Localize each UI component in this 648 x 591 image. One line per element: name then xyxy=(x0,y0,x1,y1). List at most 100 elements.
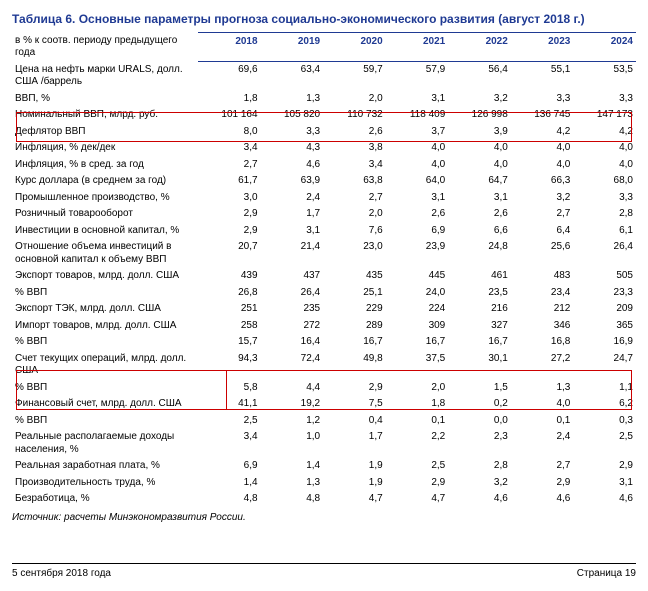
table-row: % ВВП26,826,425,124,023,523,423,3 xyxy=(12,285,636,302)
cell-value: 64,0 xyxy=(386,173,449,190)
cell-value: 1,4 xyxy=(198,475,261,492)
cell-value: 1,1 xyxy=(573,380,636,397)
cell-value: 0,1 xyxy=(511,413,574,430)
cell-value: 505 xyxy=(573,268,636,285)
cell-value: 1,3 xyxy=(261,91,324,108)
cell-value: 94,3 xyxy=(198,351,261,380)
cell-value: 445 xyxy=(386,268,449,285)
cell-value: 212 xyxy=(511,301,574,318)
cell-value: 2,9 xyxy=(198,223,261,240)
row-label: Отношение объема инвестиций в основной к… xyxy=(12,239,198,268)
row-label: Экспорт ТЭК, млрд. долл. США xyxy=(12,301,198,318)
table-row: Инфляция, % в сред. за год2,74,63,44,04,… xyxy=(12,157,636,174)
header-row: в % к соотв. периоду предыдущего года 20… xyxy=(12,33,636,62)
table-row: Цена на нефть марки URALS, долл. США /ба… xyxy=(12,62,636,91)
cell-value: 2,5 xyxy=(198,413,261,430)
cell-value: 16,4 xyxy=(261,334,324,351)
cell-value: 23,0 xyxy=(323,239,386,268)
cell-value: 216 xyxy=(448,301,511,318)
cell-value: 16,8 xyxy=(511,334,574,351)
col-2018: 2018 xyxy=(198,33,261,62)
cell-value: 327 xyxy=(448,318,511,335)
row-label: Промышленное производство, % xyxy=(12,190,198,207)
row-label: Инвестиции в основной капитал, % xyxy=(12,223,198,240)
cell-value: 3,4 xyxy=(198,429,261,458)
cell-value: 27,2 xyxy=(511,351,574,380)
cell-value: 56,4 xyxy=(448,62,511,91)
cell-value: 4,6 xyxy=(511,491,574,508)
cell-value: 365 xyxy=(573,318,636,335)
cell-value: 289 xyxy=(323,318,386,335)
cell-value: 63,4 xyxy=(261,62,324,91)
cell-value: 15,7 xyxy=(198,334,261,351)
table-row: Дефлятор ВВП8,03,32,63,73,94,24,2 xyxy=(12,124,636,141)
cell-value: 2,9 xyxy=(386,475,449,492)
row-label: Реальная заработная плата, % xyxy=(12,458,198,475)
cell-value: 21,4 xyxy=(261,239,324,268)
table-row: Промышленное производство, %3,02,42,73,1… xyxy=(12,190,636,207)
table-row: Отношение объема инвестиций в основной к… xyxy=(12,239,636,268)
row-label: Безработица, % xyxy=(12,491,198,508)
row-label: % ВВП xyxy=(12,285,198,302)
cell-value: 483 xyxy=(511,268,574,285)
cell-value: 3,2 xyxy=(511,190,574,207)
cell-value: 2,9 xyxy=(198,206,261,223)
cell-value: 2,0 xyxy=(323,91,386,108)
row-label: Импорт товаров, млрд. долл. США xyxy=(12,318,198,335)
cell-value: 4,0 xyxy=(573,157,636,174)
cell-value: 3,0 xyxy=(198,190,261,207)
cell-value: 2,4 xyxy=(511,429,574,458)
row-label: Розничный товарооборот xyxy=(12,206,198,223)
cell-value: 23,9 xyxy=(386,239,449,268)
cell-value: 26,4 xyxy=(573,239,636,268)
cell-value: 3,1 xyxy=(386,91,449,108)
cell-value: 25,1 xyxy=(323,285,386,302)
cell-value: 3,9 xyxy=(448,124,511,141)
cell-value: 3,4 xyxy=(323,157,386,174)
source-note: Источник: расчеты Минэкономразвития Росс… xyxy=(12,512,636,523)
cell-value: 147 173 xyxy=(573,107,636,124)
cell-value: 3,3 xyxy=(573,91,636,108)
cell-value: 6,9 xyxy=(198,458,261,475)
row-label: Номинальный ВВП, млрд. руб. xyxy=(12,107,198,124)
row-label: % ВВП xyxy=(12,413,198,430)
cell-value: 57,9 xyxy=(386,62,449,91)
row-label: Дефлятор ВВП xyxy=(12,124,198,141)
table-row: Экспорт товаров, млрд. долл. США43943743… xyxy=(12,268,636,285)
cell-value: 26,8 xyxy=(198,285,261,302)
cell-value: 258 xyxy=(198,318,261,335)
cell-value: 6,4 xyxy=(511,223,574,240)
cell-value: 30,1 xyxy=(448,351,511,380)
cell-value: 461 xyxy=(448,268,511,285)
cell-value: 4,8 xyxy=(261,491,324,508)
cell-value: 63,9 xyxy=(261,173,324,190)
table-row: Инвестиции в основной капитал, %2,93,17,… xyxy=(12,223,636,240)
cell-value: 2,8 xyxy=(573,206,636,223)
cell-value: 4,0 xyxy=(448,140,511,157)
row-label: % ВВП xyxy=(12,380,198,397)
col-2020: 2020 xyxy=(323,33,386,62)
cell-value: 3,1 xyxy=(261,223,324,240)
cell-value: 346 xyxy=(511,318,574,335)
table-row: Реальная заработная плата, %6,91,41,92,5… xyxy=(12,458,636,475)
cell-value: 3,1 xyxy=(448,190,511,207)
cell-value: 105 820 xyxy=(261,107,324,124)
table-container: в % к соотв. периоду предыдущего года 20… xyxy=(12,32,636,508)
cell-value: 1,7 xyxy=(323,429,386,458)
cell-value: 110 732 xyxy=(323,107,386,124)
cell-value: 24,8 xyxy=(448,239,511,268)
cell-value: 235 xyxy=(261,301,324,318)
row-label: Инфляция, % в сред. за год xyxy=(12,157,198,174)
cell-value: 4,0 xyxy=(386,140,449,157)
cell-value: 136 745 xyxy=(511,107,574,124)
cell-value: 0,4 xyxy=(323,413,386,430)
footer-date: 5 сентября 2018 года xyxy=(12,568,111,579)
cell-value: 7,5 xyxy=(323,396,386,413)
cell-value: 4,2 xyxy=(573,124,636,141)
col-2022: 2022 xyxy=(448,33,511,62)
cell-value: 272 xyxy=(261,318,324,335)
cell-value: 4,7 xyxy=(323,491,386,508)
cell-value: 2,0 xyxy=(323,206,386,223)
cell-value: 4,0 xyxy=(386,157,449,174)
row-label: % ВВП xyxy=(12,334,198,351)
